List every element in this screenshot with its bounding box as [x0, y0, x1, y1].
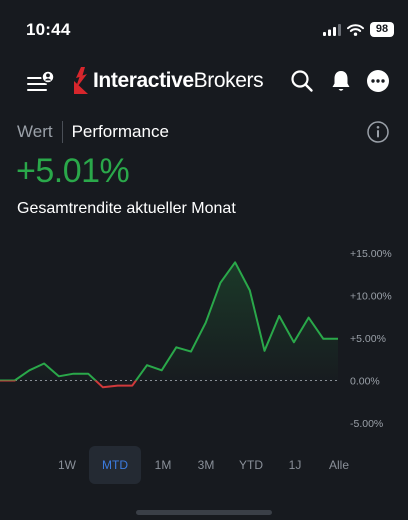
more-icon — [367, 70, 389, 92]
notifications-button[interactable] — [328, 68, 354, 94]
series-line-positive — [0, 261, 338, 381]
brand-name: InteractiveBrokers — [93, 69, 264, 92]
info-button[interactable] — [366, 120, 390, 144]
range-3m[interactable]: 3M — [197, 458, 215, 472]
app-header: InteractiveBrokers — [0, 60, 408, 104]
y-tick-label: -5.00% — [350, 418, 383, 430]
wifi-icon — [347, 23, 364, 36]
menu-profile-icon — [27, 70, 55, 91]
range-1m[interactable]: 1M — [154, 458, 172, 472]
more-button[interactable] — [365, 68, 391, 94]
y-tick-label: +10.00% — [350, 291, 392, 303]
range-ytd[interactable]: YTD — [239, 458, 263, 472]
performance-subtitle: Gesamtrendite aktueller Monat — [17, 200, 236, 217]
info-icon — [367, 121, 389, 143]
chart-area-fill — [0, 262, 338, 381]
range-alle[interactable]: Alle — [328, 458, 349, 472]
battery-indicator: 98 — [370, 22, 394, 37]
home-indicator — [136, 510, 272, 515]
y-tick-label: +15.00% — [350, 248, 392, 260]
search-button[interactable] — [289, 68, 315, 94]
brand-logo: InteractiveBrokers — [72, 66, 264, 96]
status-icons: 98 — [323, 22, 394, 37]
status-bar: 10:44 98 — [0, 0, 408, 60]
range-mtd[interactable]: MTD — [89, 446, 141, 484]
tab-divider — [61, 121, 63, 143]
bell-icon — [332, 71, 350, 91]
search-icon — [291, 70, 313, 92]
performance-value: +5.01% — [16, 152, 130, 190]
signal-icon — [323, 23, 341, 36]
tab-performance[interactable]: Performance — [71, 122, 169, 141]
y-tick-label: +5.00% — [350, 333, 386, 345]
tab-wert[interactable]: Wert — [17, 122, 53, 141]
status-time: 10:44 — [26, 20, 71, 39]
y-tick-label: 0.00% — [350, 376, 380, 388]
time-range-selector: 1W MTD 1M 3M YTD 1J Alle — [46, 446, 408, 484]
range-1j[interactable]: 1J — [288, 458, 302, 472]
menu-button[interactable] — [26, 70, 56, 96]
view-tabs: Wert Performance — [17, 120, 169, 144]
ib-logo-icon — [74, 67, 88, 94]
range-1w[interactable]: 1W — [58, 458, 76, 472]
performance-chart: -5.00% 0.00% +5.00% +10.00% +15.00% — [0, 248, 392, 430]
